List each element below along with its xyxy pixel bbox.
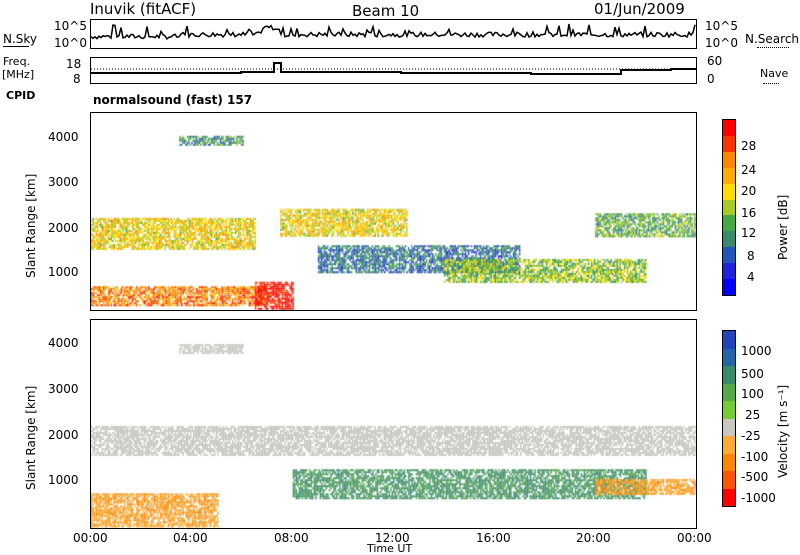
nsky-tick-top: 10^5 [54, 19, 87, 33]
velocity-cb-swatch [723, 488, 735, 506]
velocity-cb-swatch [723, 331, 735, 350]
power-cb-4: 4 [747, 270, 755, 284]
power-cb-12: 12 [741, 226, 757, 240]
nsky-trace [91, 23, 696, 41]
nave-legend-line [763, 83, 779, 84]
xtick-0000: 00:00 [73, 531, 108, 545]
velocity-cb-swatch [723, 401, 735, 420]
power-cb-swatch [723, 231, 735, 249]
freq-panel [90, 57, 697, 84]
xtick-1600: 16:00 [476, 531, 511, 545]
power-cb-label: Power [dB] [776, 194, 790, 260]
velocity-cb-swatch [723, 471, 735, 490]
velocity-cb-neg100: -100 [741, 450, 769, 464]
xtick-2000: 20:00 [576, 531, 611, 545]
freq-label: Freq. [3, 55, 31, 68]
power-cb-swatch [723, 120, 735, 137]
nsky-line [91, 23, 696, 41]
freq-unit: [MHz] [2, 68, 35, 81]
velocity-cb-neg500: -500 [741, 470, 769, 484]
nsky-tick-bottom: 10^0 [54, 36, 87, 50]
nsearch-legend-line [757, 47, 789, 48]
xtick-0400: 04:00 [173, 531, 208, 545]
power-ytick-1000: 1000 [48, 265, 79, 279]
velocity-ytick-4000: 4000 [48, 336, 79, 350]
xtick-2400: 00:00 [677, 531, 712, 545]
velocity-cb-swatch [723, 383, 735, 402]
freq-trace [91, 62, 696, 75]
velocity-colorbar [722, 330, 736, 507]
velocity-cb-swatch [723, 366, 735, 385]
velocity-cb-neg1000: -1000 [741, 491, 776, 505]
power-heatmap [91, 113, 696, 310]
velocity-cb-500: 500 [741, 367, 764, 381]
cpid-value: normalsound (fast) 157 [93, 93, 253, 107]
velocity-ytick-1000: 1000 [48, 473, 79, 487]
nave-tick-bottom: 0 [707, 72, 715, 86]
xtick-0800: 08:00 [274, 531, 309, 545]
nsky-panel [90, 19, 697, 49]
velocity-cb-neg25: -25 [741, 429, 761, 443]
xlabel: Time UT [367, 542, 413, 555]
power-cb-8: 8 [747, 249, 755, 263]
station-title: Inuvik (fitACF) [90, 0, 197, 18]
power-ytick-3000: 3000 [48, 175, 79, 189]
velocity-cb-100: 100 [741, 387, 764, 401]
velocity-ylabel: Slant Range [km] [24, 385, 38, 490]
power-ylabel: Slant Range [km] [24, 173, 38, 278]
nsearch-tick-top: 10^5 [705, 19, 738, 33]
beam-title: Beam 10 [352, 2, 420, 20]
date-title: 01/Jun/2009 [594, 0, 685, 18]
power-panel [90, 112, 697, 311]
velocity-cb-label: Velocity [m s⁻¹] [776, 384, 790, 478]
nave-label: Nave [760, 67, 789, 80]
power-cb-swatch [723, 151, 735, 169]
velocity-cb-1000: 1000 [741, 344, 772, 358]
velocity-ytick-2000: 2000 [48, 428, 79, 442]
cpid-label: CPID [6, 89, 36, 102]
power-cb-swatch [723, 263, 735, 280]
nsky-legend-line [3, 46, 29, 47]
power-cb-swatch [723, 167, 735, 185]
xtick-1200: 12:00 [375, 531, 410, 545]
power-ytick-4000: 4000 [48, 130, 79, 144]
nsearch-tick-bottom: 10^0 [705, 36, 738, 50]
power-cb-24: 24 [741, 163, 757, 177]
velocity-cb-swatch [723, 348, 735, 367]
freq-tick-bottom: 8 [73, 72, 81, 86]
power-colorbar [722, 119, 736, 296]
velocity-cb-swatch [723, 453, 735, 472]
velocity-cb-swatch [723, 436, 735, 455]
power-cb-swatch [723, 199, 735, 217]
velocity-cb-swatch [723, 418, 735, 437]
power-cb-16: 16 [741, 206, 757, 220]
velocity-heatmap [91, 320, 696, 528]
power-cb-swatch [723, 183, 735, 201]
nave-tick-top: 60 [707, 54, 723, 68]
power-cb-swatch [723, 135, 735, 153]
power-cb-swatch [723, 247, 735, 265]
power-cb-20: 20 [741, 184, 757, 198]
freq-tick-top: 18 [66, 57, 82, 71]
nsearch-label: N.Search [745, 32, 800, 46]
power-cb-swatch [723, 279, 735, 295]
power-ytick-2000: 2000 [48, 221, 79, 235]
power-cb-28: 28 [741, 139, 757, 153]
nsky-label: N.Sky [3, 32, 38, 46]
velocity-cb-25: 25 [745, 408, 761, 422]
power-cb-swatch [723, 215, 735, 233]
velocity-panel [90, 319, 697, 529]
velocity-ytick-3000: 3000 [48, 382, 79, 396]
